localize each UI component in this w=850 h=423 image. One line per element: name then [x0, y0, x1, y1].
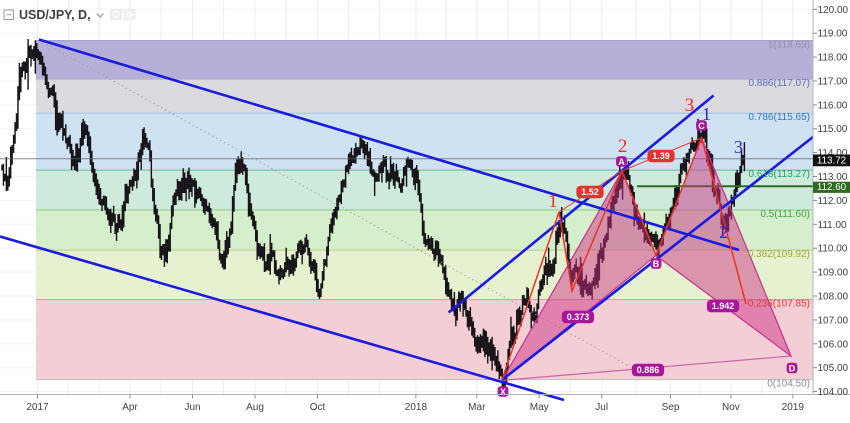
svg-text:2018: 2018 [405, 402, 428, 413]
svg-text:1: 1 [702, 104, 711, 124]
svg-text:Aug: Aug [246, 402, 264, 413]
svg-text:115.00: 115.00 [818, 124, 848, 135]
svg-text:0.886(117.07): 0.886(117.07) [748, 78, 810, 89]
svg-text:2: 2 [719, 222, 728, 242]
svg-text:106.00: 106.00 [818, 339, 849, 350]
svg-text:Jun: Jun [184, 402, 200, 413]
svg-text:Mar: Mar [468, 402, 486, 413]
svg-text:1.52: 1.52 [581, 187, 599, 197]
svg-text:A: A [618, 157, 625, 167]
svg-text:USD/JPY, D,: USD/JPY, D, [19, 8, 91, 22]
svg-text:117.00: 117.00 [818, 77, 848, 88]
svg-text:Jul: Jul [595, 402, 608, 413]
svg-text:0.786(115.65): 0.786(115.65) [748, 112, 810, 123]
svg-text:113.72: 113.72 [817, 155, 846, 166]
svg-text:1(118.69): 1(118.69) [768, 39, 810, 50]
svg-text:112.60: 112.60 [817, 182, 847, 193]
svg-text:1.942: 1.942 [712, 301, 735, 311]
svg-text:0.886: 0.886 [637, 365, 660, 375]
svg-text:May: May [530, 402, 549, 413]
svg-text:3: 3 [685, 95, 695, 116]
svg-text:X: X [500, 387, 506, 397]
svg-text:0.5(111.60): 0.5(111.60) [760, 209, 810, 220]
svg-text:104.00: 104.00 [818, 387, 849, 398]
svg-text:0.382(109.92): 0.382(109.92) [748, 249, 810, 260]
svg-text:116.00: 116.00 [818, 100, 848, 111]
svg-text:2019: 2019 [782, 402, 805, 413]
svg-text:Apr: Apr [122, 402, 138, 413]
svg-text:107.00: 107.00 [818, 315, 849, 326]
svg-text:113.00: 113.00 [818, 172, 848, 183]
svg-text:3: 3 [734, 137, 743, 157]
svg-text:109.00: 109.00 [818, 268, 849, 279]
svg-text:2017: 2017 [26, 402, 49, 413]
svg-text:108.00: 108.00 [818, 292, 849, 303]
svg-text:0.373: 0.373 [567, 312, 590, 322]
svg-text:120.00: 120.00 [818, 5, 849, 16]
svg-text:Sep: Sep [662, 402, 680, 413]
svg-text:105.00: 105.00 [818, 363, 849, 374]
svg-text:111.00: 111.00 [818, 220, 848, 231]
svg-text:Oct: Oct [310, 402, 326, 413]
svg-text:0(104.50): 0(104.50) [767, 378, 810, 389]
svg-text:D: D [789, 363, 796, 373]
svg-text:Nov: Nov [722, 402, 740, 413]
svg-text:112.00: 112.00 [818, 196, 848, 207]
svg-text:0.236(107.85): 0.236(107.85) [748, 298, 810, 309]
svg-text:114.00: 114.00 [818, 148, 848, 159]
svg-text:B: B [653, 259, 660, 269]
svg-text:110.00: 110.00 [818, 244, 848, 255]
svg-text:1: 1 [548, 191, 558, 212]
svg-text:C: C [698, 121, 705, 131]
svg-text:118.00: 118.00 [818, 53, 848, 64]
svg-text:119.00: 119.00 [818, 29, 848, 40]
svg-text:1.39: 1.39 [652, 151, 670, 161]
svg-text:2: 2 [618, 136, 628, 157]
svg-text:0.618(113.27): 0.618(113.27) [748, 169, 810, 180]
